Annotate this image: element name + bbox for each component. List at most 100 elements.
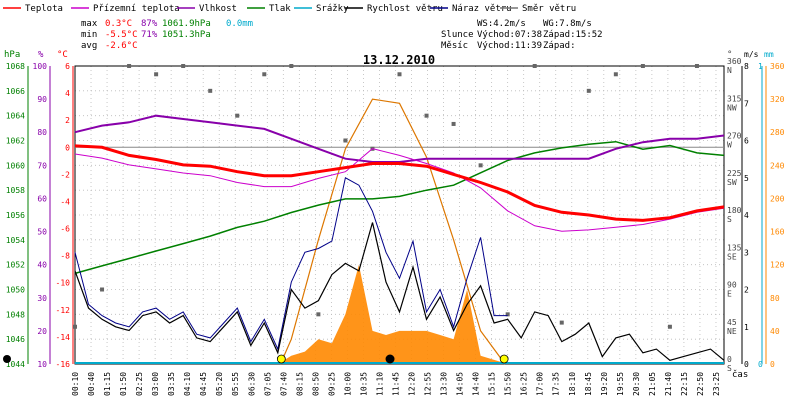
percent-tick: 90 — [37, 95, 47, 104]
x-tick-label: 04:10 — [183, 372, 192, 396]
wind-direction-mark — [667, 324, 672, 329]
percent-tick: 40 — [37, 261, 47, 270]
stats-max-temp: 0.3°C — [105, 19, 132, 29]
stats-min-hum: 71% — [141, 30, 158, 40]
hpa-tick: 1046 — [6, 335, 25, 344]
x-tick-label: 11:45 — [391, 372, 400, 396]
direction-tick-value: 225 — [727, 169, 742, 178]
direction-tick-value: 180 — [727, 206, 742, 215]
percent-tick: 100 — [33, 62, 48, 71]
x-tick-label: 15:50 — [504, 372, 513, 396]
info-block: WS:4.2m/s WG:7.8m/s Slunce Východ:07:38 … — [441, 19, 603, 51]
celsius-tick: -6 — [60, 225, 70, 234]
celsius-tick: -2 — [60, 170, 70, 179]
x-tick-label: 18:10 — [568, 372, 577, 396]
hpa-tick: 1058 — [6, 186, 25, 195]
x-tick-label: 18:45 — [584, 372, 593, 396]
percent-tick: 50 — [37, 228, 47, 237]
celsius-tick: -14 — [56, 333, 71, 342]
legend-label: Rychlost větru — [367, 4, 443, 14]
legend-label: Přízemní teplota — [93, 4, 180, 14]
wind-direction-mark — [100, 287, 105, 292]
x-tick-label: 15:15 — [488, 372, 497, 396]
x-tick-label: 10:35 — [359, 372, 368, 396]
solar-radiation-area — [277, 264, 508, 364]
hpa-tick: 1056 — [6, 211, 25, 220]
solar-tick: 0 — [770, 360, 775, 369]
x-tick-label: 08:15 — [295, 372, 304, 396]
info-sun-label: Slunce — [441, 30, 474, 40]
ms-tick: 1 — [744, 323, 749, 332]
wind-direction-mark — [505, 312, 510, 317]
wind-direction-mark — [343, 138, 348, 143]
direction-tick-compass: SE — [727, 252, 737, 261]
info-moon-label: Měsíc — [441, 41, 468, 51]
x-tick-label: 09:25 — [327, 372, 336, 396]
celsius-tick: -16 — [56, 360, 71, 369]
pressure-line — [74, 140, 725, 275]
ground-temp-line — [74, 148, 725, 232]
chart-title: 13.12.2010 — [363, 53, 435, 67]
legend-label: Teplota — [25, 4, 63, 14]
ms-tick: 0 — [744, 360, 749, 369]
x-tick-label: 03:35 — [167, 372, 176, 396]
ms-tick: 5 — [744, 174, 749, 183]
axis-label-direction: ° — [727, 50, 732, 60]
solar-tick: 80 — [770, 294, 780, 303]
wind-direction-mark — [532, 64, 537, 68]
wind-direction-mark — [478, 163, 483, 168]
wind-direction-mark — [127, 64, 132, 68]
wind-direction-mark — [181, 64, 186, 68]
axis-label-mm: mm — [764, 50, 774, 59]
hpa-tick: 1050 — [6, 286, 25, 295]
solar-tick: 320 — [770, 95, 785, 104]
solar-tick: 160 — [770, 228, 785, 237]
x-tick-label: 02:25 — [135, 372, 144, 396]
plot-area: 1044104610481050105210541056105810601062… — [3, 57, 785, 396]
direction-tick-compass: NE — [727, 327, 737, 336]
x-tick-label: 08:50 — [311, 372, 320, 396]
axis-label-ms: m/s — [744, 50, 759, 59]
x-tick-label: 10:00 — [343, 372, 352, 396]
x-tick-label: 00:40 — [87, 372, 96, 396]
wind-direction-mark — [316, 312, 321, 317]
x-tick-label: 17:35 — [552, 372, 561, 396]
stats-max-hum: 87% — [141, 19, 158, 29]
x-tick-label: 03:00 — [151, 372, 160, 396]
x-tick-label: 20:30 — [632, 372, 641, 396]
x-tick-label: 12:55 — [424, 372, 433, 396]
legend-label: Vlhkost — [199, 4, 237, 14]
x-tick-label: 19:20 — [600, 372, 609, 396]
direction-tick-value: 0 — [727, 355, 732, 364]
direction-tick-compass: NW — [727, 103, 737, 112]
direction-tick-compass: W — [727, 141, 732, 150]
celsius-tick: 2 — [65, 116, 70, 125]
temperature-line — [74, 144, 725, 222]
solar-tick: 280 — [770, 128, 785, 137]
x-tick-label: 05:20 — [215, 372, 224, 396]
hpa-tick: 1048 — [6, 310, 25, 319]
celsius-tick: -8 — [60, 252, 70, 261]
stats-min-label: min — [81, 30, 97, 40]
direction-tick-value: 315 — [727, 94, 742, 103]
wind-direction-mark — [613, 72, 618, 77]
info-wg: WG:7.8m/s — [543, 19, 592, 29]
solar-tick: 40 — [770, 327, 780, 336]
legend-label: Srážky — [316, 4, 349, 14]
wind-direction-mark — [262, 72, 267, 77]
percent-tick: 30 — [37, 294, 47, 303]
legend-label: Náraz větru — [452, 4, 512, 14]
x-tick-label: 19:55 — [616, 372, 625, 396]
x-tick-label: 21:05 — [648, 372, 657, 396]
direction-tick-value: 360 — [727, 57, 742, 66]
ms-tick: 6 — [744, 137, 749, 146]
info-ws: WS:4.2m/s — [477, 19, 526, 29]
stats-max-press: 1061.9hPa — [162, 19, 211, 29]
x-axis-label: čas — [732, 369, 748, 380]
stats-avg-label: avg — [81, 41, 97, 51]
hpa-tick: 1064 — [6, 112, 25, 121]
moon-phase-marker — [3, 355, 11, 363]
x-tick-label: 07:05 — [263, 372, 272, 396]
direction-tick-compass: S — [727, 215, 732, 224]
sunrise-marker — [276, 354, 286, 364]
